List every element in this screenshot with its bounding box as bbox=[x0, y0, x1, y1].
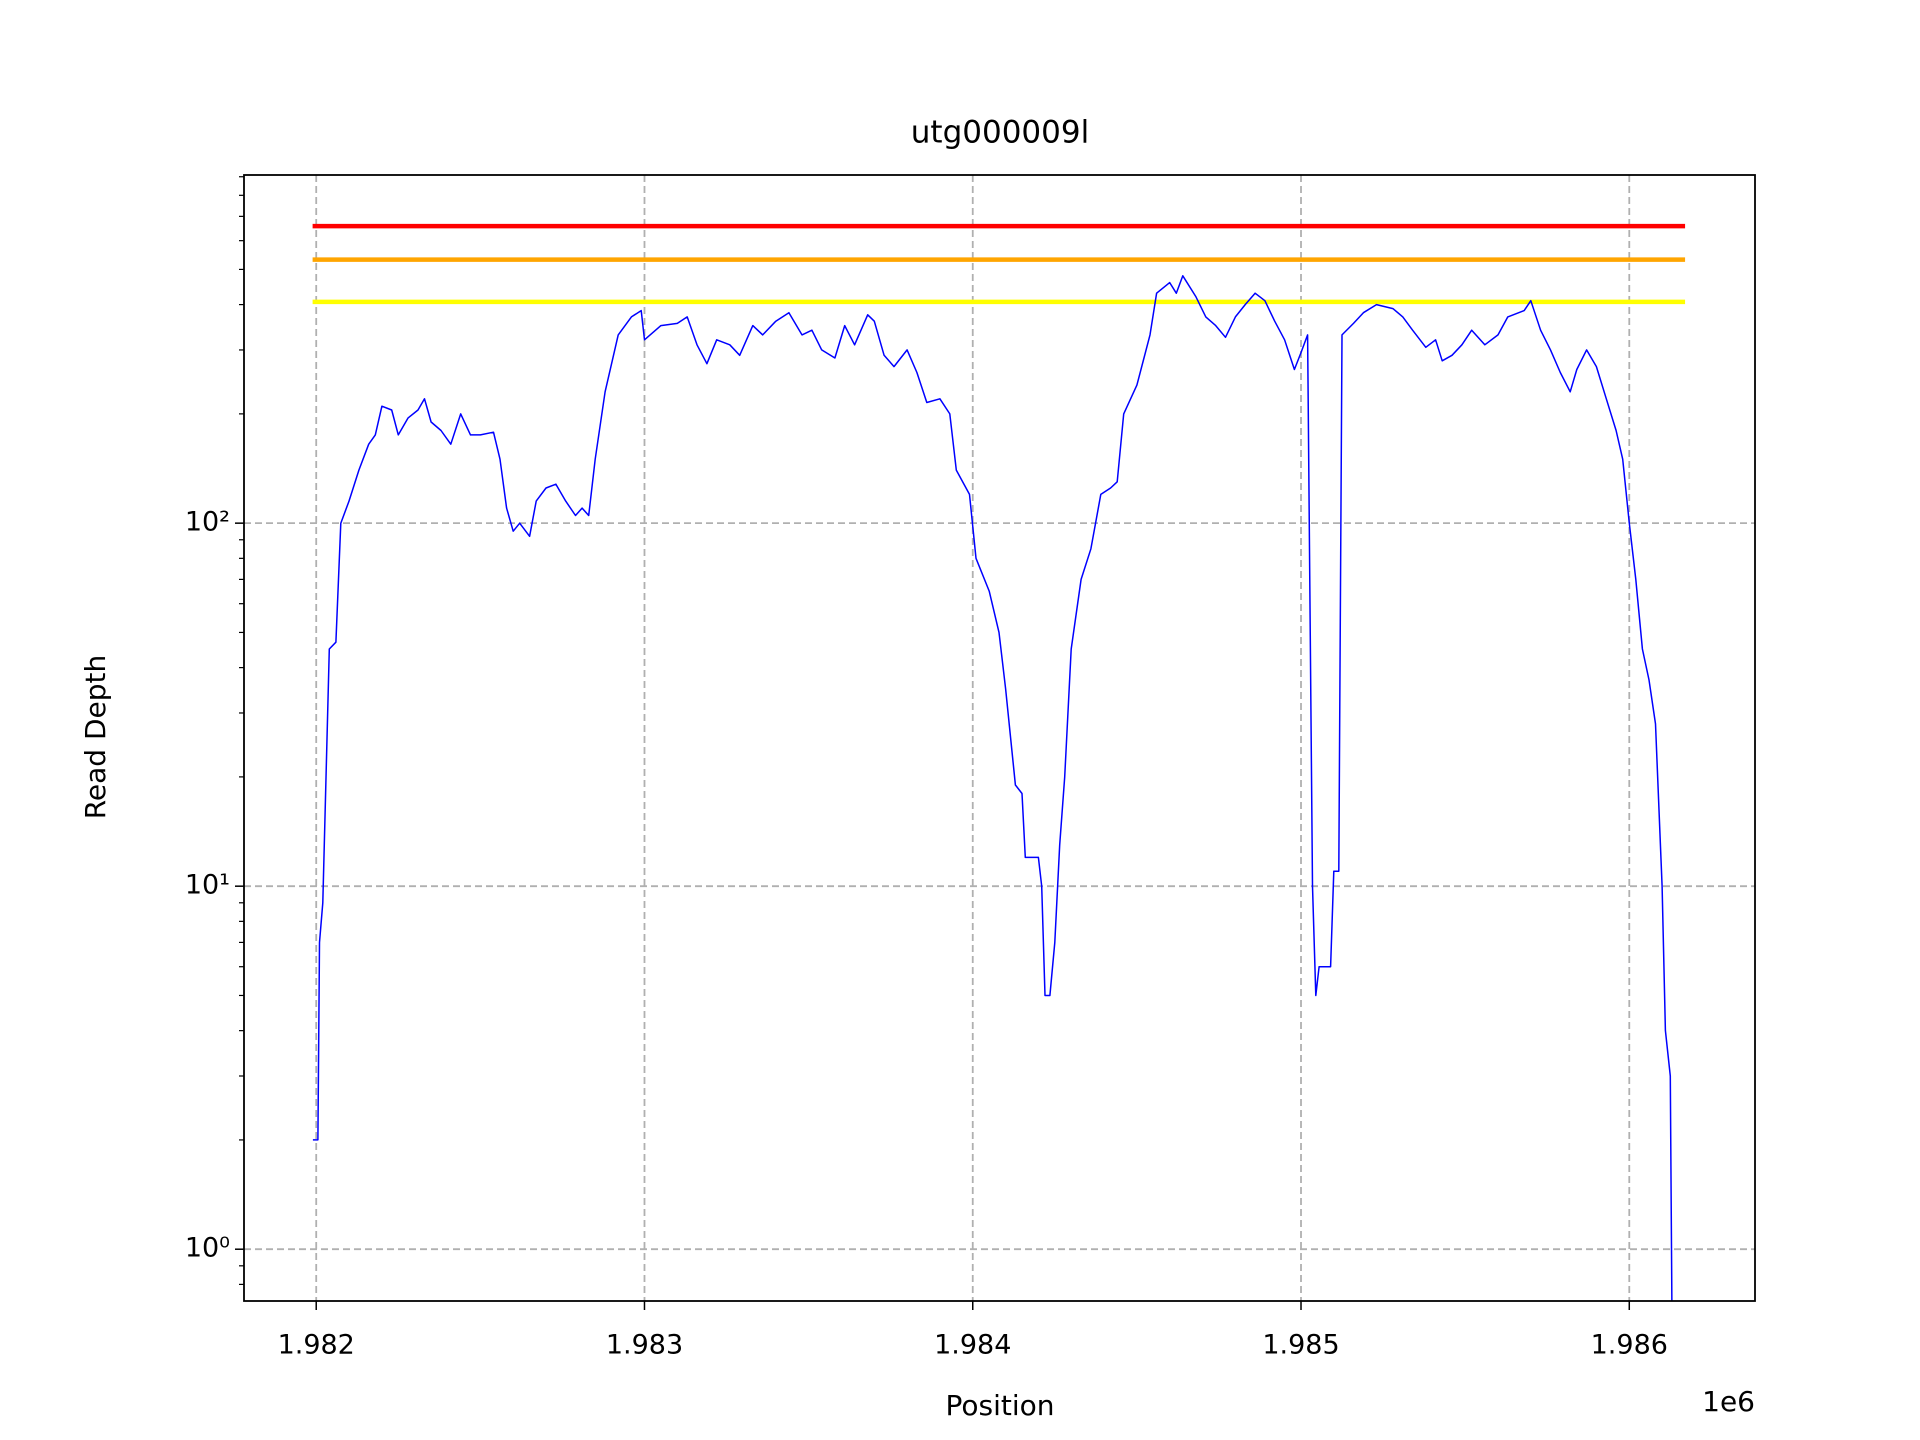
x-tick-label: 1.984 bbox=[934, 1330, 1011, 1361]
y-tick-label: 10⁰ bbox=[185, 1233, 230, 1264]
y-tick-label: 10² bbox=[185, 507, 230, 538]
x-tick-label: 1.986 bbox=[1591, 1330, 1668, 1361]
data-line bbox=[312, 275, 1673, 1301]
y-tick-label: 10¹ bbox=[185, 870, 230, 901]
x-tick-label: 1.983 bbox=[606, 1330, 683, 1361]
x-tick-label: 1.985 bbox=[1262, 1330, 1339, 1361]
x-axis-label: Position bbox=[945, 1389, 1054, 1422]
plot-area bbox=[312, 223, 1686, 1301]
plot-frame bbox=[243, 174, 1756, 1302]
x-tick-label: 1.982 bbox=[278, 1330, 355, 1361]
x-offset-label: 1e6 bbox=[1702, 1385, 1755, 1418]
y-axis-label: Read Depth bbox=[79, 655, 112, 820]
chart-title: utg000009l bbox=[911, 115, 1089, 151]
